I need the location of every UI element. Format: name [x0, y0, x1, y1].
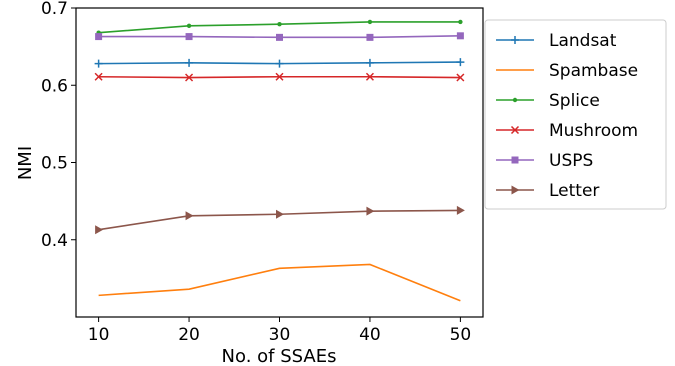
landsat-point [185, 58, 194, 67]
legend-frame [484, 19, 667, 210]
mushroom-point [94, 72, 103, 81]
legend-item-usps: USPS [496, 151, 593, 171]
y-tick-label: 0.5 [41, 154, 68, 174]
letter-point [185, 211, 194, 221]
splice-point [186, 23, 192, 28]
letter-point [95, 225, 104, 235]
plot-area [75, 7, 484, 318]
legend-item-mushroom: Mushroom [496, 121, 638, 141]
y-tick-label: 0.6 [41, 76, 68, 96]
legend-label: USPS [549, 151, 593, 171]
spambase-line [98, 263, 461, 302]
legend-item-landsat: Landsat [496, 31, 617, 51]
series-letter [95, 205, 465, 235]
usps-point [456, 32, 464, 40]
usps-point [276, 33, 283, 41]
legend-label: Spambase [549, 61, 638, 81]
legend-item-spambase: Spambase [496, 61, 638, 81]
legend-label: Splice [549, 91, 600, 111]
plot-frame [75, 7, 484, 318]
legend-label: Landsat [549, 31, 617, 51]
splice-point [458, 19, 463, 25]
legend-label: Mushroom [549, 121, 638, 141]
legend-item-letter: Letter [496, 181, 599, 201]
usps-point [95, 33, 103, 41]
landsat-point [456, 58, 465, 67]
x-axis-title: No. of SSAEs [222, 346, 337, 366]
series-mushroom [94, 72, 465, 82]
legend-item-splice: Splice [496, 91, 600, 111]
mushroom-point [185, 73, 194, 82]
series-usps [95, 32, 464, 41]
series-layer [94, 19, 465, 302]
legend-marker [510, 125, 520, 135]
usps-point [366, 33, 374, 41]
y-axis: 0.4 0.5 0.6 0.7 [41, 0, 76, 251]
x-tick-label: 30 [269, 325, 291, 345]
x-axis: 10 20 30 40 50 [88, 317, 471, 345]
landsat-point [94, 59, 103, 68]
x-tick-label: 40 [359, 325, 381, 345]
legend-marker [511, 156, 519, 164]
x-tick-label: 10 [88, 325, 110, 345]
legend-label: Letter [549, 181, 599, 201]
y-tick-label: 0.4 [41, 231, 68, 251]
legend: Landsat Spambase Splice Mushroom USPS Letter [484, 19, 667, 210]
legend-marker [512, 97, 518, 103]
legend-marker [511, 185, 520, 195]
x-tick-label: 50 [450, 325, 472, 345]
series-landsat [94, 58, 465, 68]
landsat-point [365, 58, 374, 67]
letter-point [456, 205, 465, 215]
usps-point [185, 33, 193, 41]
mushroom-point [365, 72, 374, 81]
series-splice [96, 19, 463, 35]
y-tick-label: 0.7 [41, 0, 68, 19]
x-tick-label: 20 [178, 325, 200, 345]
letter-point [366, 206, 375, 216]
splice-point [277, 22, 282, 27]
y-axis-title: NMI [15, 146, 36, 180]
mushroom-point [275, 72, 284, 81]
letter-point [276, 209, 284, 219]
splice-point [367, 19, 373, 25]
series-spambase [98, 263, 461, 302]
landsat-point [275, 59, 284, 68]
mushroom-point [456, 73, 465, 82]
legend-marker [511, 36, 519, 44]
